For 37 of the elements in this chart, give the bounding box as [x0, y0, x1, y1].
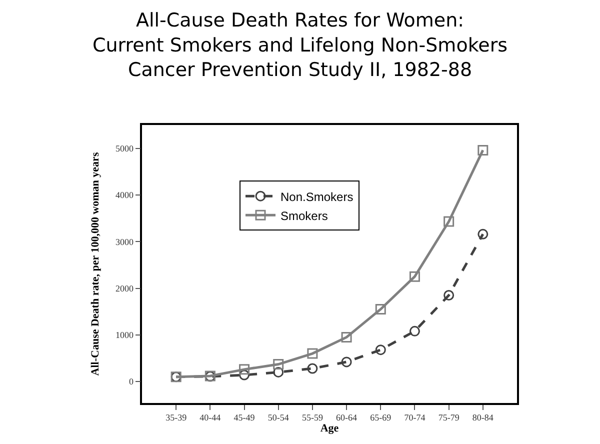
x-tick-label: 75-79 [438, 412, 460, 423]
x-tick-label: 40-44 [200, 412, 222, 423]
point [444, 290, 454, 300]
chart-title: All-Cause Death Rates for Women: Current Smokers and Lifelong Non-Smokers Cancer Prevention Study II, 1982-88 [92, 10, 508, 82]
point [307, 363, 318, 374]
point [239, 364, 250, 375]
x-tick-label: 80-84 [472, 412, 494, 423]
x-tick-label: 70-74 [404, 412, 426, 423]
point [478, 144, 488, 156]
point [444, 216, 454, 227]
y-tick-label: 3000 [115, 236, 134, 247]
x-axis-title: Age [320, 422, 339, 435]
y-axis-title: All-Cause Death rate, per 100,000 woman years [90, 152, 102, 376]
legend-label: Smokers [280, 208, 328, 223]
point [375, 344, 386, 356]
point [478, 228, 488, 240]
point [409, 326, 420, 336]
point [273, 359, 284, 370]
point [307, 348, 318, 359]
x-tick-label: 35-39 [166, 412, 188, 423]
y-tick-label: 0 [128, 376, 134, 387]
x-tick-label: 55-59 [302, 412, 324, 423]
x-tick-label: 45-49 [234, 412, 256, 423]
point [239, 370, 250, 380]
point [375, 304, 386, 314]
y-tick-label: 1000 [115, 330, 134, 340]
x-tick-label: 50-54 [268, 412, 290, 423]
y-tick-label: 4000 [115, 190, 134, 200]
y-tick-label: 2000 [115, 283, 134, 294]
point [341, 332, 352, 342]
x-tick-label: 60-64 [336, 412, 358, 423]
x-tick-label: 65-69 [370, 412, 392, 423]
legend-label: Non.Smokers [280, 190, 354, 204]
point [341, 356, 352, 368]
point [409, 271, 420, 282]
y-tick-label: 5000 [115, 143, 134, 154]
point [273, 366, 284, 378]
